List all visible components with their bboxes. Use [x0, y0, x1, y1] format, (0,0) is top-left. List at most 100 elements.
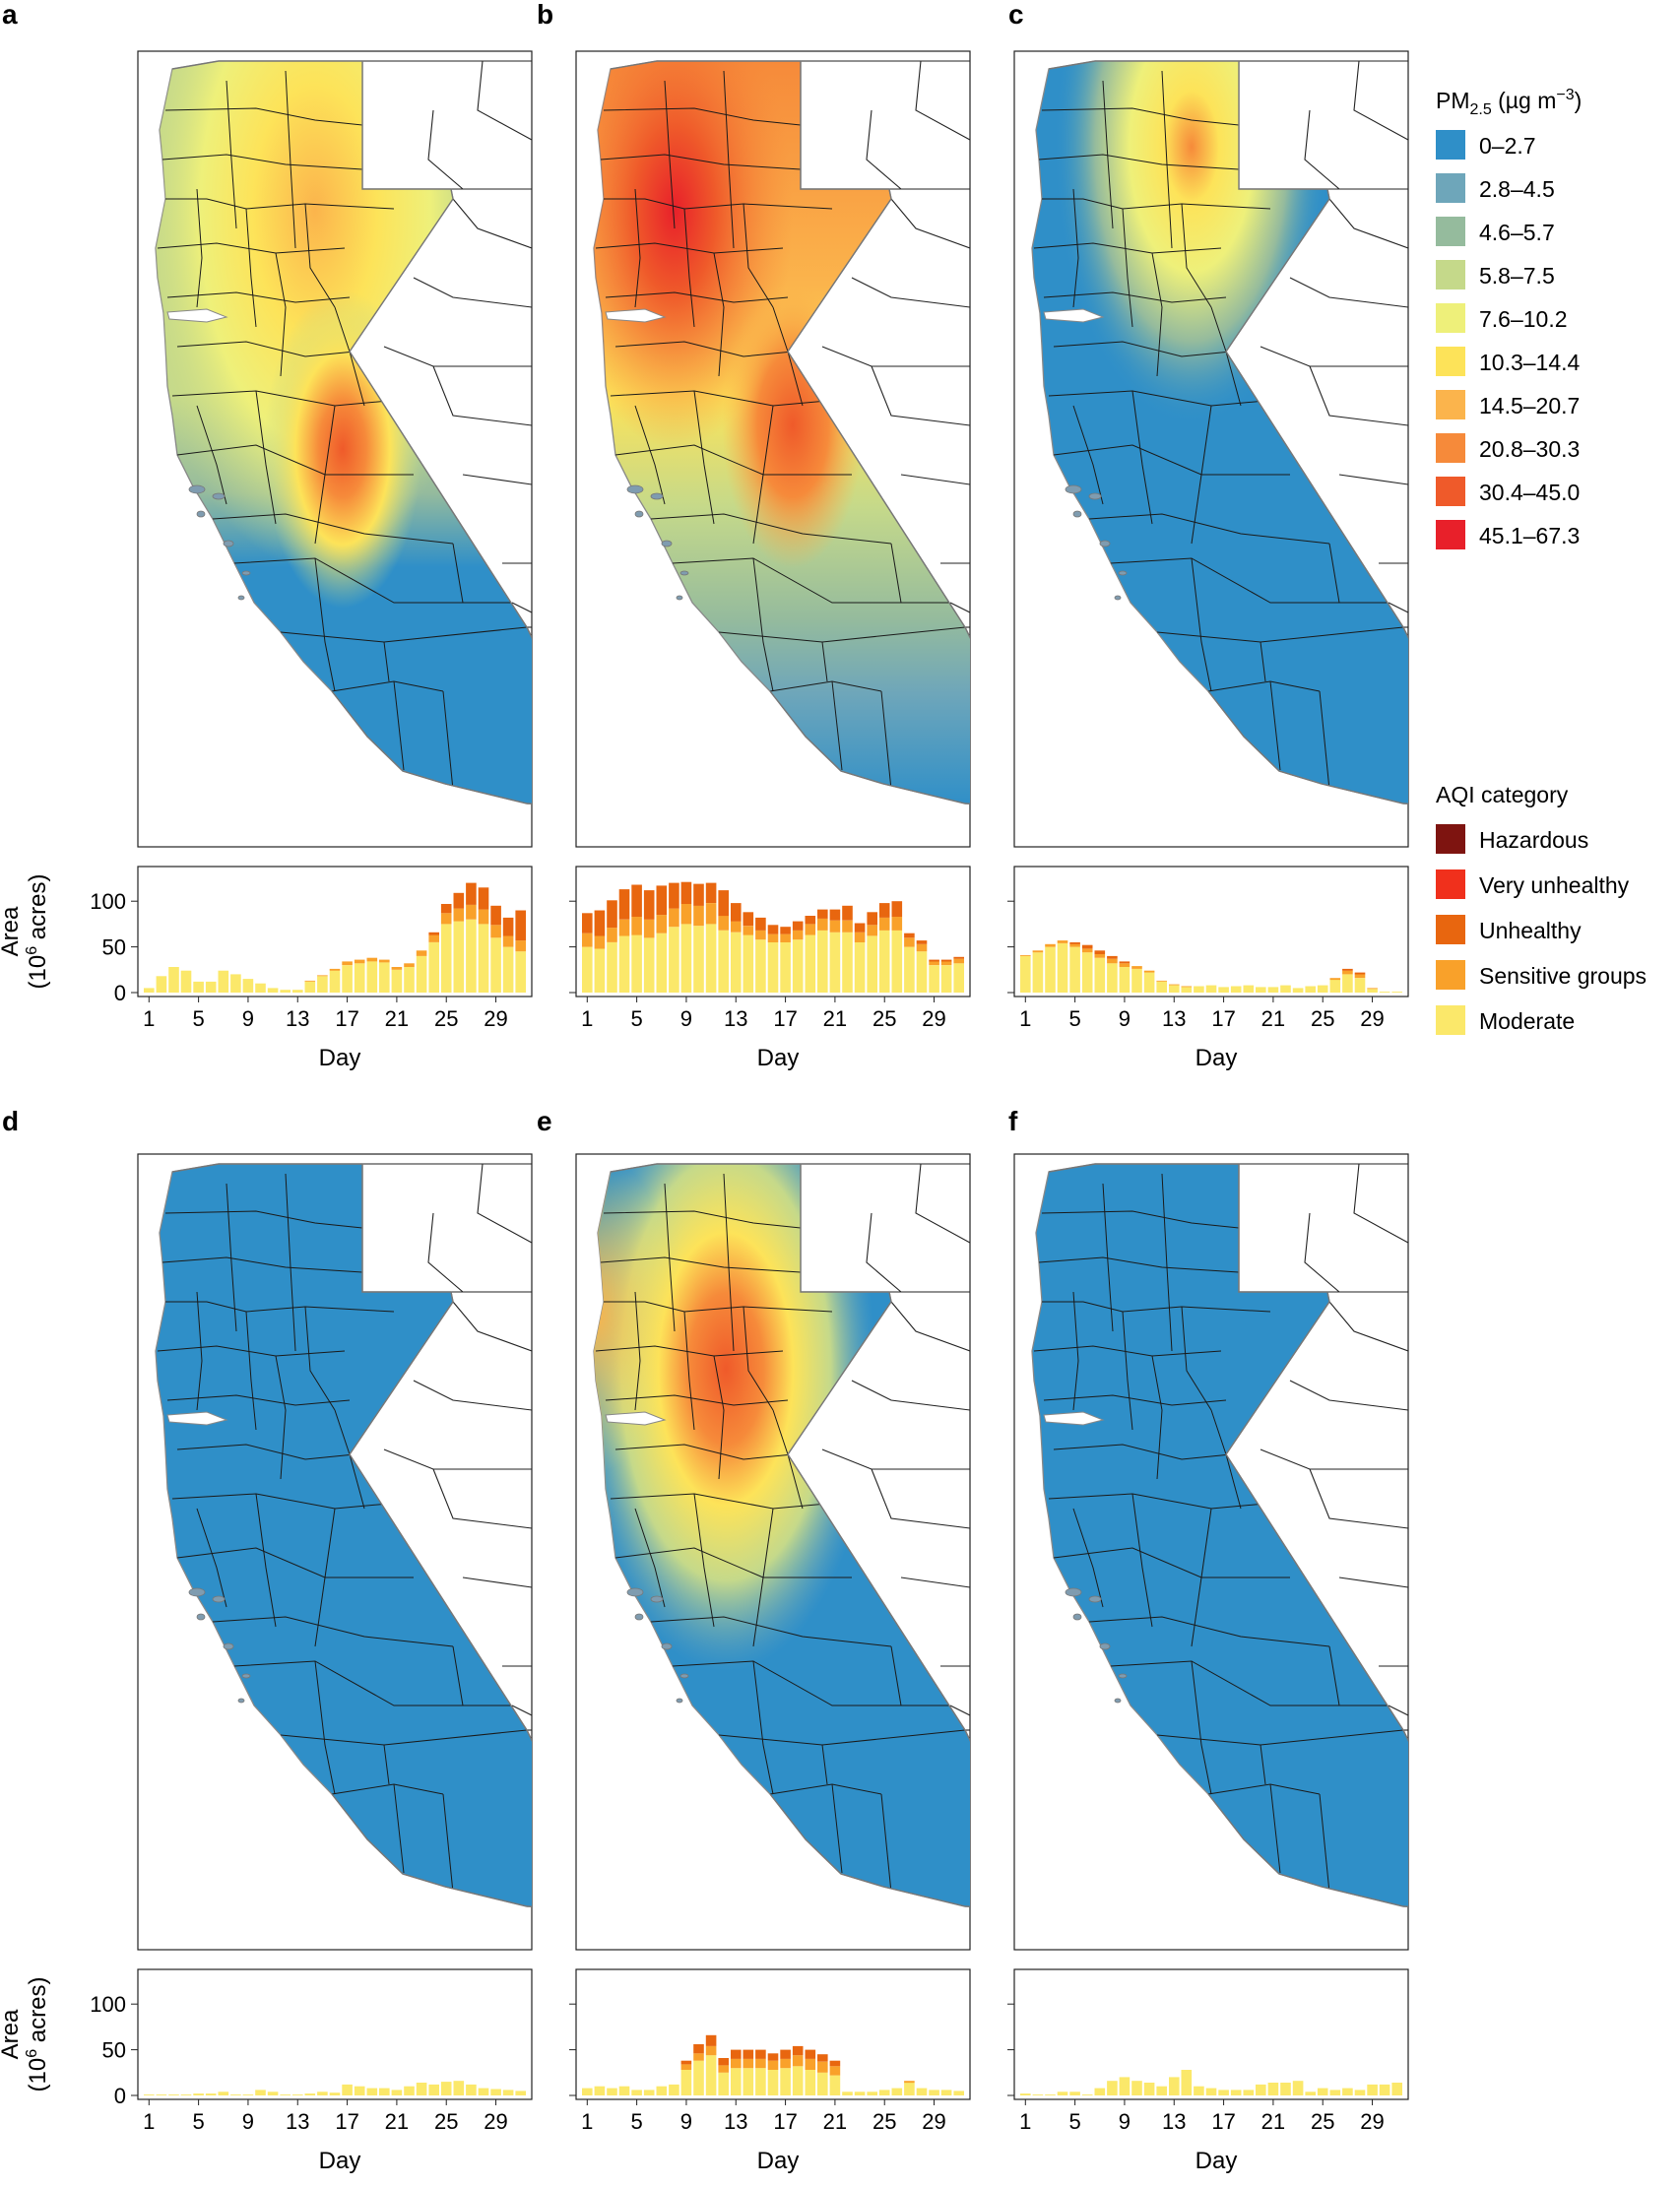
bar-day-25-sensitive-groups: [440, 913, 452, 925]
bar-day-25-unhealthy: [440, 904, 452, 914]
bar-day-17-unhealthy: [780, 927, 791, 934]
island: [223, 1642, 234, 1650]
bar-day-3-moderate: [607, 942, 617, 993]
pm25-swatch: [1436, 347, 1465, 376]
island: [626, 484, 644, 494]
bar-day-14-sensitive-groups: [304, 980, 316, 982]
bar-day-22-moderate: [1280, 985, 1291, 993]
bar-day-27-sensitive-groups: [904, 937, 915, 947]
bar-day-29-unhealthy: [490, 905, 501, 926]
bar-day-15-moderate: [755, 939, 766, 993]
bar-day-31-sensitive-groups: [953, 958, 964, 964]
county-boundaries: [595, 70, 966, 791]
pm25-legend-label: 30.4–45.0: [1479, 480, 1580, 505]
y-axis-title: Area(106 acres): [0, 874, 51, 990]
bar-day-27-moderate: [466, 919, 477, 993]
bar-day-9-unhealthy: [680, 2060, 692, 2065]
bar-day-9-moderate: [680, 2070, 692, 2095]
neighbor-state-borders: [1239, 1163, 1408, 1805]
island: [1114, 595, 1122, 601]
x-tick-label: 1: [1019, 2109, 1031, 2134]
bar-day-23-moderate: [1292, 988, 1304, 993]
island: [241, 1673, 251, 1679]
bar-day-1-moderate: [144, 988, 155, 993]
x-tick-label: 9: [680, 1006, 692, 1031]
pm25-legend-label: 0–2.7: [1479, 133, 1536, 159]
bar-day-4-moderate: [618, 2086, 630, 2095]
aqi-legend-label: Sensitive groups: [1479, 963, 1647, 989]
bar-day-1-sensitive-groups: [1020, 955, 1031, 956]
bar-day-20-moderate: [817, 930, 828, 993]
bar-day-6-sensitive-groups: [1081, 948, 1093, 953]
bay-area-water: [605, 308, 667, 323]
bar-day-24-unhealthy: [428, 932, 439, 935]
aqi-swatch: [1436, 960, 1465, 990]
bar-day-21-sensitive-groups: [829, 920, 841, 933]
x-tick-label: 17: [335, 1006, 358, 1031]
bar-day-23-moderate: [416, 955, 427, 993]
bar-day-24-moderate: [428, 2084, 439, 2095]
pm25-legend-label: 7.6–10.2: [1479, 306, 1568, 332]
bar-day-31-moderate: [515, 951, 526, 993]
bar-day-20-moderate: [379, 2088, 390, 2095]
bar-day-16-moderate: [1205, 2088, 1217, 2095]
bar-day-19-moderate: [805, 934, 816, 993]
bay-area-water: [166, 308, 228, 323]
bar-day-17-moderate: [342, 965, 353, 993]
bar-day-18-unhealthy: [792, 2045, 804, 2056]
bar-day-6-moderate: [205, 2093, 217, 2095]
bar-day-19-moderate: [805, 2070, 816, 2095]
bar-day-25-moderate: [878, 2090, 890, 2095]
island: [650, 1595, 664, 1603]
bar-day-14-unhealthy: [743, 2049, 754, 2059]
bar-day-12-moderate: [718, 930, 729, 993]
bar-day-30-moderate: [502, 946, 514, 993]
pm25-legend-label: 5.8–7.5: [1479, 263, 1555, 289]
bar-day-12-sensitive-groups: [718, 2065, 729, 2073]
bar-day-14-moderate: [1181, 2070, 1193, 2095]
x-tick-label: 13: [286, 1006, 309, 1031]
bar-day-16-sensitive-groups: [329, 968, 341, 971]
bar-day-16-moderate: [767, 942, 779, 993]
map-panel-f: [1013, 1153, 1409, 1951]
aqi-legend-label: Moderate: [1479, 1008, 1575, 1034]
pm25-swatch: [1436, 390, 1465, 419]
bar-day-28-moderate: [1354, 978, 1366, 993]
y-tick-label: 50: [102, 935, 126, 960]
bar-day-26-moderate: [453, 921, 465, 993]
bar-day-13-moderate: [1169, 2077, 1180, 2095]
island: [1072, 510, 1082, 518]
bar-day-17-sensitive-groups: [780, 2058, 791, 2069]
bar-day-18-sensitive-groups: [792, 930, 804, 940]
island: [1088, 1595, 1102, 1603]
bar-day-10-sensitive-groups: [693, 905, 704, 927]
bar-day-6-moderate: [643, 2090, 655, 2095]
bar-day-11-moderate: [1143, 972, 1155, 993]
aqi-swatch: [1436, 915, 1465, 944]
bar-day-19-sensitive-groups: [366, 957, 378, 962]
x-tick-label: 25: [434, 1006, 458, 1031]
bar-day-15-sensitive-groups: [755, 930, 766, 940]
x-tick-label: 17: [1211, 2109, 1235, 2134]
bar-day-5-unhealthy: [631, 884, 642, 917]
x-axis-title: Day: [319, 2148, 361, 2174]
panel-letter-d: d: [2, 1106, 19, 1136]
bar-day-29-moderate: [1367, 2084, 1378, 2095]
bar-day-5-sensitive-groups: [1069, 943, 1080, 947]
bar-day-27-moderate: [1342, 974, 1353, 993]
bar-day-26-sensitive-groups: [1329, 978, 1341, 981]
bar-day-25-sensitive-groups: [878, 917, 890, 931]
chart-panel-a: 1 5 9 13 17 21 25 29 Day 0 50 100 Area(106 acres): [0, 866, 533, 1071]
bar-day-27-unhealthy: [1342, 968, 1353, 971]
bar-day-13-moderate: [731, 932, 742, 993]
island: [1118, 570, 1128, 576]
bar-day-15-moderate: [1194, 986, 1204, 993]
x-axis-title: Day: [757, 1045, 800, 1071]
bar-day-10-moderate: [1131, 2081, 1142, 2095]
x-tick-label: 9: [242, 1006, 254, 1031]
bar-day-13-moderate: [292, 990, 303, 993]
island: [1065, 484, 1082, 494]
pm25-swatch: [1436, 130, 1465, 160]
island: [626, 1587, 644, 1597]
